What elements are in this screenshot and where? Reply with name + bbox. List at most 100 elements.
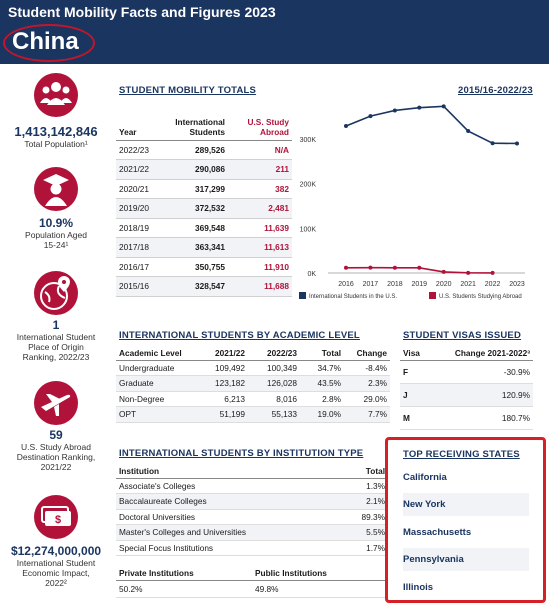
table-cell: 100,349 <box>248 360 300 376</box>
table-cell: 317,299 <box>160 179 228 199</box>
table-cell: 51,199 <box>198 406 248 423</box>
private-value: 50.2% <box>116 580 252 598</box>
visas-title: STUDENT VISAS ISSUED <box>403 330 522 341</box>
x-tick-label: 2023 <box>509 281 525 288</box>
col-header: 2021/22 <box>198 347 248 361</box>
table-cell: Baccalaureate Colleges <box>116 493 339 510</box>
col-header: Change <box>344 347 390 361</box>
x-tick-label: 2018 <box>387 281 403 288</box>
y-tick-label: 300K <box>300 137 317 144</box>
legend-swatch <box>299 292 306 299</box>
visas-table: Visa Change 2021-2022³ F -30.9% J 120.9% M 18… <box>400 347 533 430</box>
table-cell: 34.7% <box>300 360 344 376</box>
stat-label: International Student <box>16 558 96 568</box>
data-point <box>441 104 446 109</box>
table-cell: 11,613 <box>228 237 292 258</box>
stat-label: 2021/22 <box>40 462 72 472</box>
table-cell: Master's Colleges and Universities <box>116 524 339 541</box>
stat-label: Destination Ranking, <box>16 452 96 462</box>
series-line <box>345 105 518 145</box>
table-cell: 2.8% <box>300 391 344 407</box>
table-cell: OPT <box>116 406 198 423</box>
x-tick-label: 2017 <box>363 281 379 288</box>
stat-label: Total Population¹ <box>24 139 88 149</box>
table-cell: F <box>400 360 440 384</box>
stat-label: Population Aged <box>25 230 87 240</box>
table-cell: 2.3% <box>344 375 390 392</box>
table-row: 2022/23 289,526 N/A <box>116 140 292 160</box>
col-header: Academic Level <box>116 347 198 361</box>
table-row: 2015/16 328,547 11,688 <box>116 276 292 297</box>
totals-title: STUDENT MOBILITY TOTALS <box>119 85 257 96</box>
table-cell: J <box>400 383 440 407</box>
stat-label: Economic Impact, <box>22 568 90 578</box>
table-row: 2016/17 350,755 11,910 <box>116 257 292 277</box>
table-row: 2020/21 317,299 382 <box>116 179 292 199</box>
totals-table: Year International Students U.S. Study Abr… <box>116 110 292 297</box>
table-row: Non-Degree 6,213 8,016 2.8% 29.0% <box>116 391 390 407</box>
data-point <box>368 265 373 270</box>
table-cell: 1.7% <box>338 540 388 556</box>
table-cell: 350,755 <box>160 257 228 277</box>
table-cell: Associate's Colleges <box>116 478 339 494</box>
data-point <box>344 124 348 129</box>
table-row: Baccalaureate Colleges 2.1% <box>116 493 388 510</box>
y-tick-label: 100K <box>300 226 317 233</box>
stat-label: Place of Origin <box>28 342 84 352</box>
table-cell: 89.3% <box>338 509 388 525</box>
table-cell: M <box>400 406 440 430</box>
table-cell: 55,133 <box>248 406 300 423</box>
stat-value: 10.9% <box>38 216 74 230</box>
stat-value: 1,413,142,846 <box>14 124 98 139</box>
money-icon: $ <box>34 495 78 539</box>
academic-table: Academic Level 2021/22 2022/23 Total Cha… <box>116 347 390 423</box>
data-point <box>392 108 397 113</box>
table-cell: Undergraduate <box>116 360 198 376</box>
table-cell: 290,086 <box>160 159 228 180</box>
stat-abroad-ranking: 59 U.S. Study Abroad Destination Ranking… <box>0 380 112 472</box>
stat-value: $12,274,000,000 <box>10 544 102 558</box>
table-header-row: Private Institutions Public Institutions <box>116 566 388 581</box>
data-point <box>344 265 348 270</box>
page-title: Student Mobility Facts and Figures 2023 <box>8 4 276 20</box>
table-cell: Doctoral Universities <box>116 509 339 525</box>
x-tick-label: 2020 <box>436 281 452 288</box>
table-cell: 289,526 <box>160 140 228 160</box>
data-point <box>515 141 519 146</box>
table-row: F -30.9% <box>400 360 533 384</box>
table-row: Graduate 123,182 126,028 43.5% 2.3% <box>116 375 390 392</box>
table-row: 2017/18 363,341 11,613 <box>116 237 292 258</box>
data-point <box>466 129 471 134</box>
legend-swatch <box>429 292 436 299</box>
table-cell: 2021/22 <box>116 159 160 180</box>
table-cell: 6,213 <box>198 391 248 407</box>
table-cell: 1.3% <box>338 478 388 494</box>
table-cell: 8,016 <box>248 391 300 407</box>
table-header-row: Institution Total <box>116 465 388 479</box>
table-cell: -30.9% <box>440 360 533 384</box>
table-cell: 180.7% <box>440 406 533 430</box>
svg-text:$: $ <box>55 514 61 526</box>
academic-title: INTERNATIONAL STUDENTS BY ACADEMIC LEVEL <box>119 330 360 341</box>
col-header: Visa <box>400 347 440 361</box>
data-point <box>417 105 422 110</box>
table-cell: 43.5% <box>300 375 344 392</box>
state-item: California <box>403 472 447 483</box>
stat-value: 1 <box>52 318 60 332</box>
table-cell: 126,028 <box>248 375 300 392</box>
state-item: Massachusetts <box>403 527 472 538</box>
table-cell: 363,341 <box>160 237 228 258</box>
institution-title: INTERNATIONAL STUDENTS BY INSTITUTION TY… <box>119 448 364 459</box>
table-cell: 120.9% <box>440 383 533 407</box>
col-year: Year <box>116 110 160 141</box>
states-highlight-box <box>385 437 546 603</box>
table-cell: 109,492 <box>198 360 248 376</box>
airplane-icon <box>34 381 78 425</box>
globe-pin-icon <box>34 271 78 315</box>
table-cell: 11,639 <box>228 218 292 238</box>
table-row: Associate's Colleges 1.3% <box>116 478 388 494</box>
stat-value: 59 <box>49 428 63 442</box>
table-cell: 211 <box>228 159 292 180</box>
col-header: Institution <box>116 465 339 479</box>
x-tick-label: 2016 <box>338 281 354 288</box>
